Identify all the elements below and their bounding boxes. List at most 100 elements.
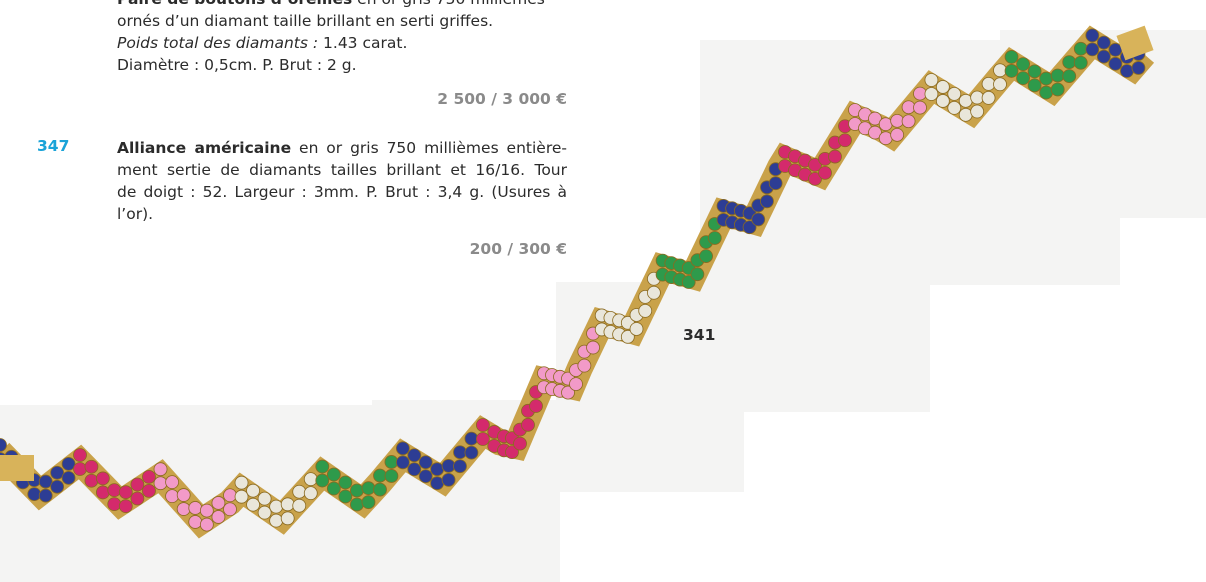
- gem: [38, 474, 53, 489]
- gem: [246, 483, 260, 498]
- gem: [690, 267, 705, 282]
- gem: [246, 497, 260, 512]
- gem: [292, 484, 307, 499]
- gem: [475, 432, 490, 446]
- gem: [95, 485, 110, 500]
- gem: [269, 499, 284, 514]
- gem: [1096, 35, 1111, 50]
- gem: [338, 475, 353, 490]
- photo-tile: [556, 282, 930, 412]
- gem: [223, 502, 237, 517]
- gem: [569, 377, 583, 392]
- gem: [1004, 50, 1019, 64]
- gem: [38, 488, 53, 503]
- gem: [350, 483, 364, 498]
- gem: [27, 487, 42, 502]
- gem: [1039, 71, 1054, 86]
- gem: [1062, 55, 1077, 70]
- gem: [107, 497, 122, 512]
- lot-title: Alliance américaine: [117, 139, 292, 157]
- gem: [647, 285, 661, 300]
- bracelet: [0, 25, 1155, 539]
- gem: [280, 497, 295, 512]
- gem: [993, 77, 1007, 92]
- gem: [165, 489, 180, 504]
- gem: [211, 510, 226, 524]
- gem: [505, 445, 519, 460]
- gem: [561, 385, 575, 400]
- gem: [878, 117, 893, 132]
- gem: [188, 515, 203, 529]
- gem: [890, 127, 905, 142]
- gem: [958, 93, 973, 108]
- estimate: 2 500 / 3 000 €: [437, 90, 567, 108]
- gem: [326, 467, 341, 482]
- gem: [0, 438, 7, 452]
- gem: [1016, 57, 1030, 72]
- gem: [234, 489, 249, 504]
- gem: [958, 107, 973, 122]
- gem: [395, 455, 410, 470]
- gem: [430, 476, 445, 491]
- lot-text: en or gris 750 millièmes entière-: [299, 139, 567, 157]
- gem: [742, 220, 757, 235]
- gem: [638, 303, 653, 318]
- gem: [61, 470, 76, 485]
- gem: [407, 448, 422, 463]
- gem: [1085, 28, 1100, 43]
- gem: [199, 517, 214, 532]
- weight-label: Poids total des diamants :: [117, 34, 319, 52]
- gem: [84, 459, 99, 474]
- gem: [84, 473, 99, 488]
- gem: [441, 472, 456, 487]
- gem: [529, 399, 543, 413]
- gem: [211, 496, 226, 510]
- gem: [1096, 49, 1111, 64]
- gem: [176, 488, 191, 502]
- gem: [838, 133, 852, 148]
- gem: [234, 475, 249, 490]
- gem: [808, 157, 822, 172]
- gem: [924, 73, 939, 87]
- gem: [947, 101, 962, 115]
- lot-text: Diamètre : 0,5cm. P. Brut : 2 g.: [117, 56, 357, 74]
- gem: [1085, 42, 1100, 57]
- gem: [993, 63, 1007, 78]
- gem: [1027, 64, 1042, 79]
- gem: [464, 445, 479, 460]
- gem: [292, 498, 307, 513]
- gem: [1073, 55, 1088, 70]
- gem: [577, 358, 592, 373]
- lot-text: ment sertie de diamants tailles brillant…: [117, 161, 567, 179]
- lot-line: Poids total des diamants : 1.43 carat.: [117, 32, 567, 54]
- gem: [1039, 85, 1054, 100]
- gem: [153, 476, 168, 491]
- estimate: 200 / 300 €: [469, 240, 567, 258]
- gem: [924, 87, 939, 101]
- lot-347: Alliance américaine en or gris 750 milli…: [117, 137, 567, 225]
- gem: [418, 455, 433, 470]
- lot-text: de doigt : 52. Largeur : 3mm. P. Brut : …: [117, 183, 567, 201]
- gem: [699, 249, 713, 263]
- lot-number: 347: [37, 137, 70, 155]
- gem: [1062, 69, 1077, 84]
- gem: [513, 436, 527, 451]
- gem: [629, 322, 644, 336]
- gem: [338, 489, 353, 504]
- gem: [373, 482, 387, 497]
- gem: [681, 275, 696, 289]
- gem: [199, 503, 214, 518]
- gem: [130, 491, 145, 506]
- lot-text: en or gris 750 millièmes: [357, 0, 545, 8]
- lot-text: ornés d’un diamant taille brillant en se…: [117, 12, 494, 30]
- gem: [384, 469, 399, 483]
- gem: [430, 462, 445, 477]
- gem: [326, 481, 341, 496]
- gem: [1073, 41, 1088, 56]
- gem: [418, 469, 433, 484]
- gem: [50, 465, 65, 480]
- gem: [1120, 64, 1134, 78]
- gem: [947, 87, 962, 101]
